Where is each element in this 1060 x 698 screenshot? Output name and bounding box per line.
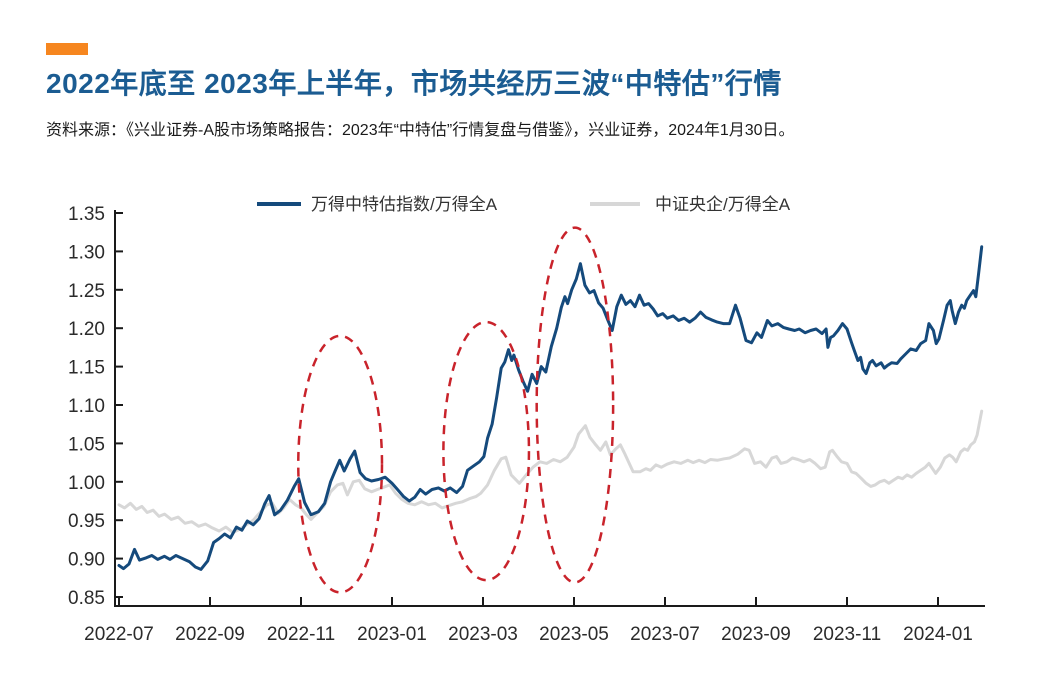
annotation-ellipse-wave-1	[297, 334, 384, 594]
y-axis-tick-label: 1.15	[68, 358, 105, 379]
x-axis-tick-label: 2023-07	[630, 624, 700, 645]
y-axis-tick-label: 0.90	[68, 550, 105, 571]
source-note: 资料来源：《兴业证券-A股市场策略报告：2023年“中特估”行情复盘与借鉴》，兴…	[46, 122, 795, 139]
annotation-ellipse-wave-3	[535, 226, 615, 584]
y-axis-tick-label: 1.10	[68, 396, 105, 417]
y-axis-tick-label: 0.95	[68, 511, 105, 532]
axes	[114, 210, 985, 607]
y-axis-tick-label: 1.35	[68, 204, 105, 225]
y-axis-tick-label: 0.85	[68, 588, 105, 609]
x-axis-tick-label: 2023-01	[357, 624, 427, 645]
x-axis-tick-label: 2023-09	[721, 624, 791, 645]
y-axis-tick-label: 1.05	[68, 434, 105, 455]
y-axis-tick-label: 1.25	[68, 281, 105, 302]
y-axis-tick-label: 1.20	[68, 319, 105, 340]
x-axis-tick-label: 2023-05	[539, 624, 609, 645]
x-axis-tick-label: 2022-11	[267, 624, 335, 645]
y-axis-tick-label: 1.00	[68, 473, 105, 494]
legend-label-0: 万得中特估指数/万得全A	[311, 195, 498, 214]
x-axis-tick-label: 2023-11	[813, 624, 881, 645]
x-axis-tick-label: 2024-01	[903, 624, 973, 645]
series-line-1	[117, 409, 984, 534]
accent-bar	[46, 43, 88, 55]
series-line-0	[117, 245, 984, 571]
x-axis-tick-label: 2022-09	[175, 624, 245, 645]
x-axis-tick-label: 2022-07	[84, 624, 154, 645]
y-axis-tick-label: 1.30	[68, 242, 105, 263]
x-axis-tick-label: 2023-03	[448, 624, 518, 645]
page-title: 2022年底至 2023年上半年，市场共经历三波“中特估”行情	[46, 68, 782, 99]
legend-label-1: 中证央企/万得全A	[655, 195, 791, 214]
